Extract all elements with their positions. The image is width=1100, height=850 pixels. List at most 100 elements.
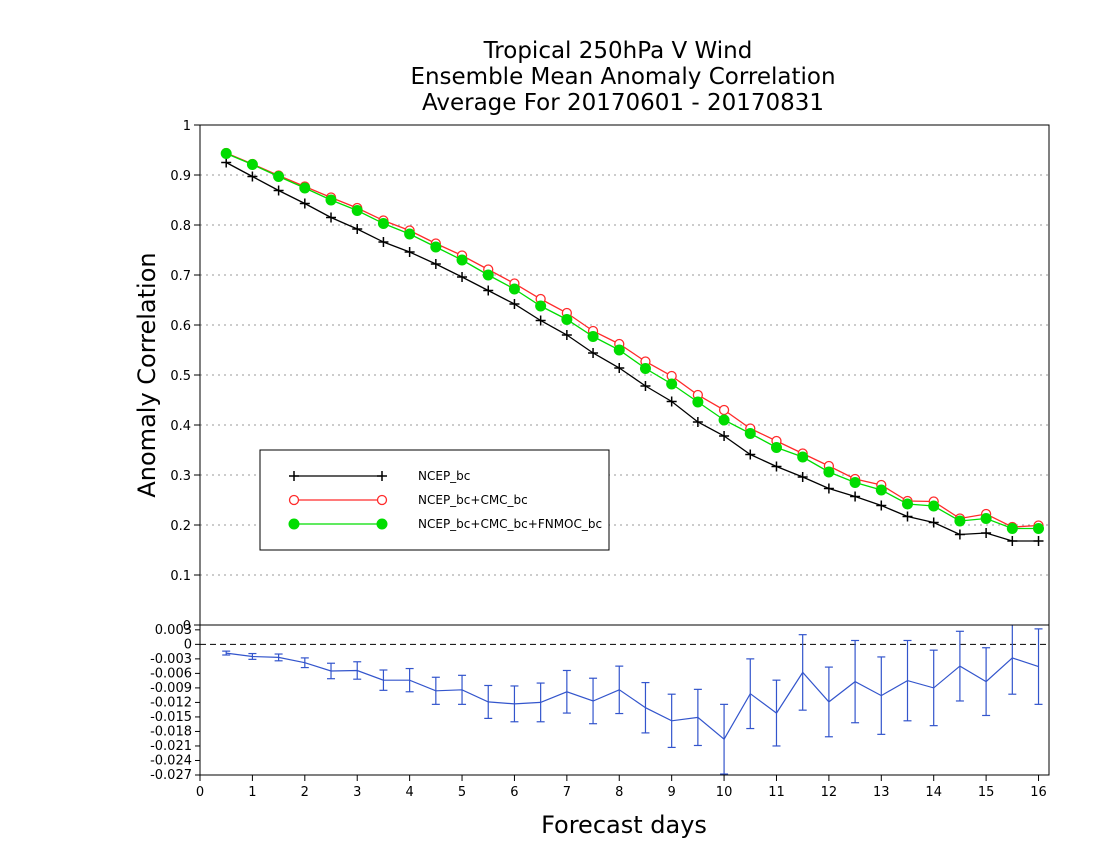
error-bar [851, 639, 860, 724]
data-point [325, 194, 337, 206]
error-bar [641, 681, 650, 734]
difference-plot-frame [199, 624, 1050, 776]
data-point [954, 515, 966, 527]
legend: NCEP_bc NCEP_bc+CMC_bc NCEP_bc+CMC_bc+FNMO… [259, 449, 610, 551]
x-tick-label: 11 [768, 785, 785, 800]
error-bar [720, 703, 729, 775]
data-point [561, 314, 573, 325]
data-point [692, 396, 704, 408]
data-point [902, 498, 913, 510]
legend-item: NCEP_bc+CMC_bc [288, 493, 528, 507]
data-point [326, 212, 337, 223]
data-point [849, 477, 861, 488]
legend-item: NCEP_bc [289, 469, 470, 483]
diff-y-tick-label: -0.006 [150, 666, 192, 681]
data-point [352, 224, 363, 234]
error-bar [379, 669, 388, 691]
data-point [220, 148, 232, 159]
data-point [1033, 536, 1044, 546]
data-point [404, 247, 415, 257]
data-point [482, 269, 494, 281]
data-point [718, 414, 730, 426]
y-tick-label: 0.2 [170, 519, 191, 534]
data-point [457, 272, 468, 282]
error-bar [222, 650, 231, 656]
title-line-3: Average For 20170601 - 20170831 [422, 90, 824, 116]
data-point [1007, 536, 1018, 546]
data-point [221, 157, 232, 168]
data-point [430, 259, 441, 269]
legend-marker [376, 518, 388, 530]
x-tick-label: 13 [873, 785, 890, 800]
data-point [614, 363, 625, 373]
legend-label: NCEP_bc+CMC_bc [418, 493, 528, 507]
y-tick-label: 0.8 [170, 219, 191, 234]
error-bar [615, 665, 624, 715]
error-bar [484, 684, 493, 719]
data-point [299, 198, 310, 209]
error-bar [353, 661, 362, 680]
data-point [823, 483, 834, 494]
data-point [247, 171, 258, 182]
data-point [378, 237, 389, 247]
difference-plot-series [200, 625, 1049, 775]
error-bar [327, 662, 336, 680]
x-axis-label: Forecast days [541, 811, 707, 839]
diff-y-tick-label: -0.015 [150, 710, 192, 725]
data-point [273, 171, 285, 182]
error-bar [929, 649, 938, 727]
data-point [351, 205, 363, 216]
title-line-2: Ensemble Mean Anomaly Correlation [410, 64, 835, 90]
y-axis-label: Anomaly Correlation [133, 252, 161, 497]
data-point [273, 185, 284, 196]
data-point [613, 344, 625, 356]
error-bar [746, 658, 755, 730]
data-point [588, 348, 599, 358]
data-point [928, 517, 939, 528]
data-point [823, 466, 835, 478]
error-bar [300, 657, 309, 669]
x-tick-label: 16 [1030, 785, 1047, 800]
legend-marker [288, 494, 300, 506]
legend-marker [377, 471, 387, 481]
data-point [875, 484, 887, 496]
error-bar [772, 679, 781, 747]
y-tick-label: 0.6 [170, 319, 191, 334]
data-point [771, 461, 782, 472]
x-tick-label: 10 [716, 785, 733, 800]
y-tick-label: 0.7 [170, 269, 191, 284]
y-tick-label: 0.3 [170, 469, 191, 484]
data-point [719, 431, 730, 441]
y-tick-label: 0 [183, 619, 191, 634]
error-bar [693, 688, 702, 747]
x-tick-label: 1 [248, 785, 256, 800]
data-point [483, 285, 494, 296]
data-point [666, 378, 678, 390]
data-point [640, 381, 651, 391]
error-bar [405, 667, 414, 693]
error-bar [667, 693, 676, 749]
title-line-1: Tropical 250hPa V Wind [483, 38, 753, 64]
legend-label: NCEP_bc+CMC_bc+FNMOC_bc [418, 517, 602, 531]
x-tick-label: 9 [668, 785, 676, 800]
x-tick-label: 5 [458, 785, 466, 800]
series-2 [220, 148, 1045, 534]
x-tick-label: 12 [821, 785, 838, 800]
legend-marker [289, 471, 299, 481]
data-point [797, 451, 809, 463]
data-point [1006, 523, 1018, 534]
data-point [718, 404, 730, 416]
error-bar [589, 677, 598, 725]
x-tick-label: 4 [405, 785, 413, 800]
y-tick-label: 1 [183, 119, 191, 134]
data-point [404, 228, 416, 240]
error-bar [877, 656, 886, 735]
x-tick-label: 0 [196, 785, 204, 800]
data-point [902, 511, 913, 522]
difference-y-axis-ticks: 0.0030-0.003-0.006-0.009-0.012-0.015-0.0… [150, 623, 200, 783]
error-bar [274, 653, 283, 662]
data-point [587, 331, 599, 342]
data-point [797, 472, 808, 482]
main-y-axis-ticks: 0 0.1 0.2 0.3 0.4 0.5 0.6 0.7 0.8 0.9 1 [170, 119, 200, 634]
